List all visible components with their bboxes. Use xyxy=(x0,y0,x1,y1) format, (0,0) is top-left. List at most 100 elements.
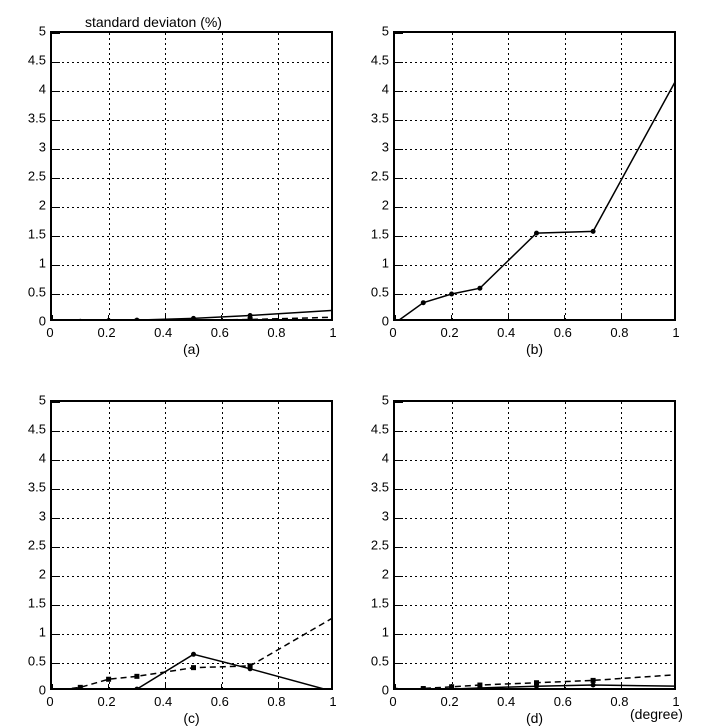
x-tick-label: 0.4 xyxy=(497,325,515,340)
series-marker-dashed xyxy=(248,318,252,321)
series-marker-dashed xyxy=(591,678,595,682)
series-marker-solid xyxy=(478,286,482,290)
series-marker-dashed xyxy=(478,683,482,687)
y-tick-label: 0.5 xyxy=(363,654,389,669)
y-tick-label: 1 xyxy=(363,625,389,640)
y-tick-label: 2.5 xyxy=(20,169,46,184)
x-tick-label: 0.8 xyxy=(610,694,628,709)
series-marker-solid xyxy=(50,320,54,321)
y-tick-label: 3 xyxy=(363,140,389,155)
series-marker-solid xyxy=(192,652,196,656)
series-marker-dashed xyxy=(107,677,111,681)
series-layer-c xyxy=(52,402,333,690)
series-marker-solid xyxy=(50,689,54,690)
series-marker-dashed xyxy=(50,320,54,321)
series-marker-solid xyxy=(591,229,595,233)
x-tick-label: 0.6 xyxy=(211,325,229,340)
series-line-solid xyxy=(395,77,676,322)
y-tick-label: 1 xyxy=(20,625,46,640)
series-marker-dashed xyxy=(248,664,252,668)
y-tick-label: 3 xyxy=(363,509,389,524)
series-marker-dashed xyxy=(192,318,196,321)
y-tick-label: 1.5 xyxy=(20,596,46,611)
series-marker-dashed xyxy=(135,319,139,321)
x-tick-label: 0.2 xyxy=(98,325,116,340)
y-tick-label: 0 xyxy=(20,683,46,698)
x-tick-label: 0.8 xyxy=(267,325,285,340)
x-tick-label: 0.2 xyxy=(441,325,459,340)
plot-area-d xyxy=(393,400,676,690)
y-tick-label: 2 xyxy=(20,567,46,582)
y-tick-label: 2 xyxy=(20,198,46,213)
panel-label-c: (c) xyxy=(183,710,199,726)
series-marker-solid xyxy=(248,313,252,317)
y-tick-label: 3 xyxy=(20,509,46,524)
y-tick-label: 1 xyxy=(363,256,389,271)
y-axis-title: standard deviaton (%) xyxy=(85,14,222,30)
series-marker-solid xyxy=(135,687,139,690)
series-marker-solid xyxy=(421,688,425,690)
plot-area-b xyxy=(393,31,676,321)
series-marker-solid xyxy=(591,683,595,687)
series-marker-dashed xyxy=(50,689,54,690)
series-marker-solid xyxy=(393,689,397,690)
y-tick-label: 2 xyxy=(363,567,389,582)
x-tick-label: 1 xyxy=(672,694,679,709)
y-tick-label: 0 xyxy=(363,683,389,698)
x-tick-label: 0 xyxy=(46,694,53,709)
y-tick-label: 0.5 xyxy=(20,654,46,669)
x-tick-label: 0.6 xyxy=(211,694,229,709)
y-tick-label: 2.5 xyxy=(363,169,389,184)
x-tick-label: 0 xyxy=(389,325,396,340)
y-tick-label: 3.5 xyxy=(363,111,389,126)
x-tick-label: 0.4 xyxy=(497,694,515,709)
series-marker-dashed xyxy=(393,688,397,690)
series-marker-solid xyxy=(135,318,139,321)
y-tick-label: 4 xyxy=(20,451,46,466)
series-marker-dashed xyxy=(421,687,425,690)
x-tick-label: 0 xyxy=(46,325,53,340)
x-tick-label: 0.8 xyxy=(267,694,285,709)
y-tick-label: 4.5 xyxy=(20,422,46,437)
series-marker-dashed xyxy=(78,685,82,689)
x-tick-label: 0.2 xyxy=(441,694,459,709)
y-tick-label: 0.5 xyxy=(20,285,46,300)
y-tick-label: 5 xyxy=(363,24,389,39)
y-tick-label: 2.5 xyxy=(20,538,46,553)
y-tick-label: 4 xyxy=(363,451,389,466)
plot-area-c xyxy=(50,400,333,690)
y-tick-label: 0 xyxy=(20,314,46,329)
series-marker-dashed xyxy=(192,666,196,670)
x-tick-label: 0.6 xyxy=(554,325,572,340)
y-tick-label: 1 xyxy=(20,256,46,271)
y-tick-label: 4.5 xyxy=(363,422,389,437)
y-tick-label: 5 xyxy=(20,24,46,39)
series-marker-dashed xyxy=(535,681,539,685)
y-tick-label: 2 xyxy=(363,198,389,213)
series-marker-solid xyxy=(107,319,111,321)
panel-label-d: (d) xyxy=(526,710,543,726)
y-tick-label: 4 xyxy=(363,82,389,97)
y-tick-label: 0 xyxy=(363,314,389,329)
panel-label-b: (b) xyxy=(526,341,543,357)
y-tick-label: 5 xyxy=(20,393,46,408)
series-layer-a xyxy=(52,33,333,321)
y-tick-label: 2.5 xyxy=(363,538,389,553)
y-tick-label: 3.5 xyxy=(20,480,46,495)
x-tick-label: 0.4 xyxy=(154,325,172,340)
x-tick-label: 1 xyxy=(329,694,336,709)
series-marker-dashed xyxy=(135,674,139,678)
series-line-solid xyxy=(52,310,333,321)
figure-root: standard deviaton (%) (degree) 00.20.40.… xyxy=(0,0,710,726)
series-marker-dashed xyxy=(78,320,82,321)
x-tick-label: 1 xyxy=(672,325,679,340)
panel-label-a: (a) xyxy=(183,341,200,357)
series-layer-d xyxy=(395,402,676,690)
series-marker-solid xyxy=(78,319,82,321)
x-tick-label: 0 xyxy=(389,694,396,709)
plot-area-a xyxy=(50,31,333,321)
series-marker-solid xyxy=(450,292,454,296)
x-tick-label: 0.6 xyxy=(554,694,572,709)
series-marker-solid xyxy=(107,689,111,690)
y-tick-label: 3.5 xyxy=(20,111,46,126)
